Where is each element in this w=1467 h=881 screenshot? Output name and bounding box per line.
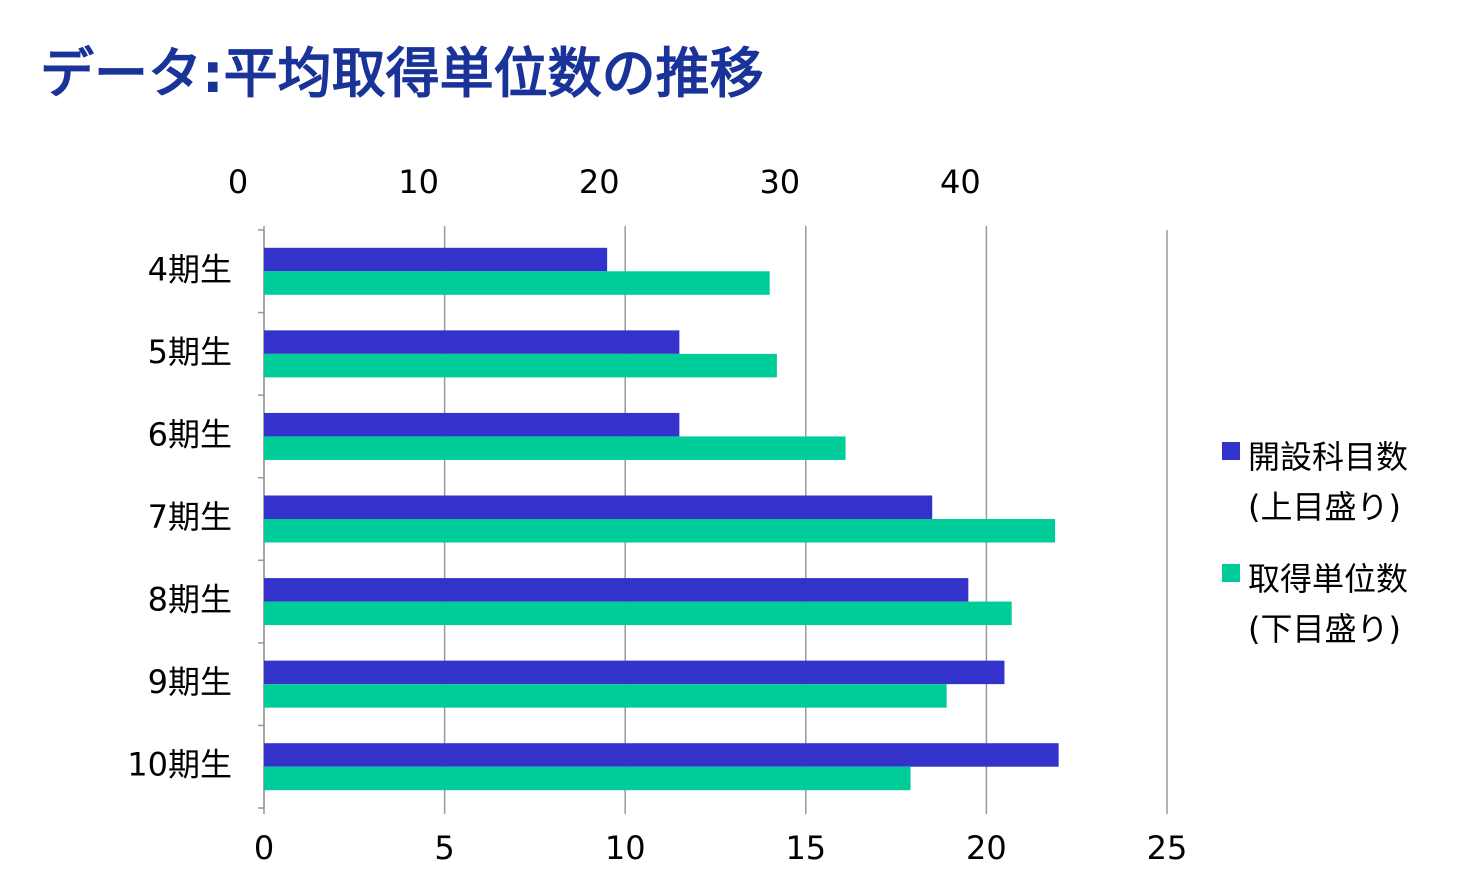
bar xyxy=(264,330,680,354)
bar xyxy=(264,578,969,602)
bar xyxy=(264,601,1012,626)
legend: 開設科目数 (上目盛り) 取得単位数 (下目盛り) xyxy=(1222,432,1408,676)
y-tick-label: 5期生 xyxy=(148,333,232,371)
legend-item: 取得単位数 (下目盛り) xyxy=(1222,554,1408,654)
bar xyxy=(264,271,770,295)
x-tick-label: 0 xyxy=(254,829,274,867)
x2-tick-label: 0 xyxy=(228,163,248,201)
chart-title: データ:平均取得単位数の推移 xyxy=(40,42,764,105)
bar xyxy=(264,412,680,437)
bar xyxy=(264,495,933,519)
y-tick-label: 8期生 xyxy=(148,581,232,619)
bar xyxy=(264,684,947,708)
bar xyxy=(264,436,846,460)
x2-tick-label: 30 xyxy=(759,163,800,201)
legend-swatch xyxy=(1222,564,1240,582)
y-tick-label: 10期生 xyxy=(127,746,232,784)
bar xyxy=(264,660,1005,685)
legend-label: 開設科目数 (上目盛り) xyxy=(1248,438,1409,526)
x-tick-label: 10 xyxy=(605,829,646,867)
bar xyxy=(264,353,777,378)
y-tick-label: 9期生 xyxy=(148,663,232,701)
x-tick-label: 20 xyxy=(966,829,1007,867)
legend-item: 開設科目数 (上目盛り) xyxy=(1222,432,1408,532)
x-tick-label: 25 xyxy=(1147,829,1188,867)
x2-tick-label: 20 xyxy=(579,163,620,201)
x-tick-label: 5 xyxy=(434,829,454,867)
bar xyxy=(264,743,1059,767)
x-tick-label: 15 xyxy=(785,829,826,867)
y-tick-label: 7期生 xyxy=(148,498,232,536)
x2-tick-label: 10 xyxy=(398,163,439,201)
bar xyxy=(264,766,911,791)
bar xyxy=(264,519,1056,543)
y-tick-label: 6期生 xyxy=(148,415,232,453)
bar xyxy=(264,247,608,272)
legend-label: 取得単位数 (下目盛り) xyxy=(1248,560,1409,648)
x2-tick-label: 40 xyxy=(940,163,981,201)
y-tick-label: 4期生 xyxy=(148,250,232,288)
legend-swatch xyxy=(1222,442,1240,460)
